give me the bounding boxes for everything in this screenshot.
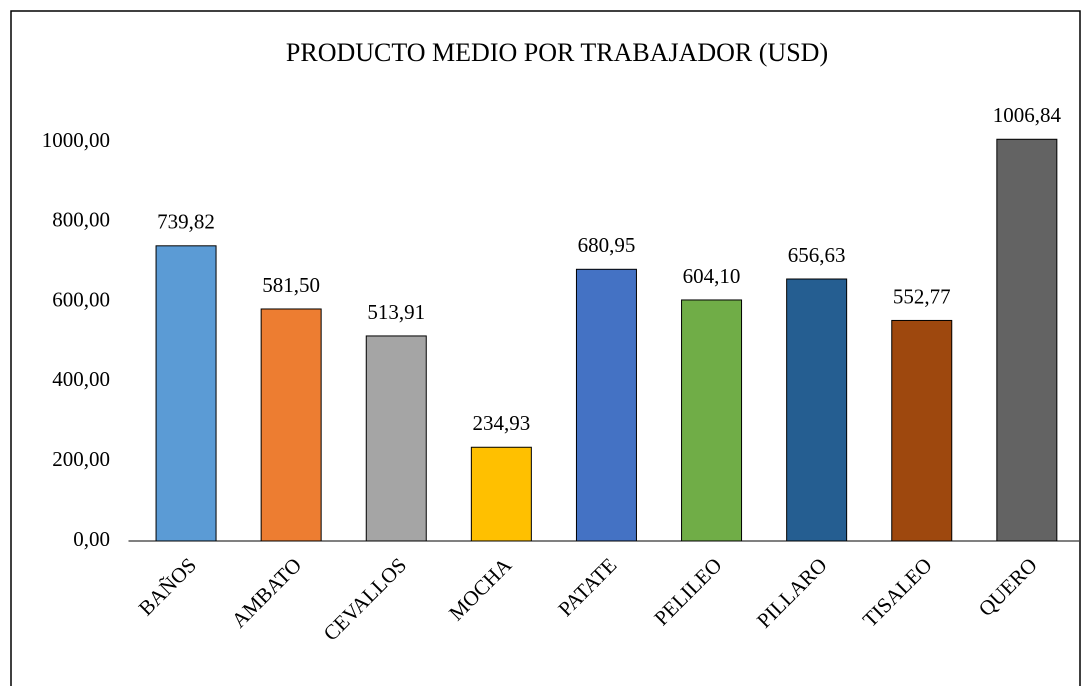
data-label: 552,77 xyxy=(893,284,951,308)
bar xyxy=(575,268,637,542)
data-label: 604,10 xyxy=(683,264,741,288)
chart-title: PRODUCTO MEDIO POR TRABAJADOR (USD) xyxy=(286,38,828,67)
bar xyxy=(996,138,1058,542)
data-label: 656,63 xyxy=(788,243,846,267)
bar xyxy=(891,319,953,542)
data-label: 513,91 xyxy=(367,300,425,324)
bar xyxy=(681,299,743,542)
data-label: 739,82 xyxy=(157,210,215,234)
data-label: 680,95 xyxy=(578,233,636,257)
y-tick-label: 200,00 xyxy=(52,447,110,471)
y-tick-label: 1000,00 xyxy=(42,128,110,152)
y-tick-label: 800,00 xyxy=(52,208,110,232)
data-label: 1006,84 xyxy=(993,103,1062,127)
data-label: 234,93 xyxy=(472,411,530,435)
bar xyxy=(365,335,427,542)
bar xyxy=(260,308,322,542)
bar xyxy=(470,446,532,542)
data-label: 581,50 xyxy=(262,273,320,297)
y-tick-label: 600,00 xyxy=(52,287,110,311)
y-tick-label: 400,00 xyxy=(52,367,110,391)
bar xyxy=(155,245,217,542)
y-tick-label: 0,00 xyxy=(73,527,110,551)
bar xyxy=(786,278,848,542)
